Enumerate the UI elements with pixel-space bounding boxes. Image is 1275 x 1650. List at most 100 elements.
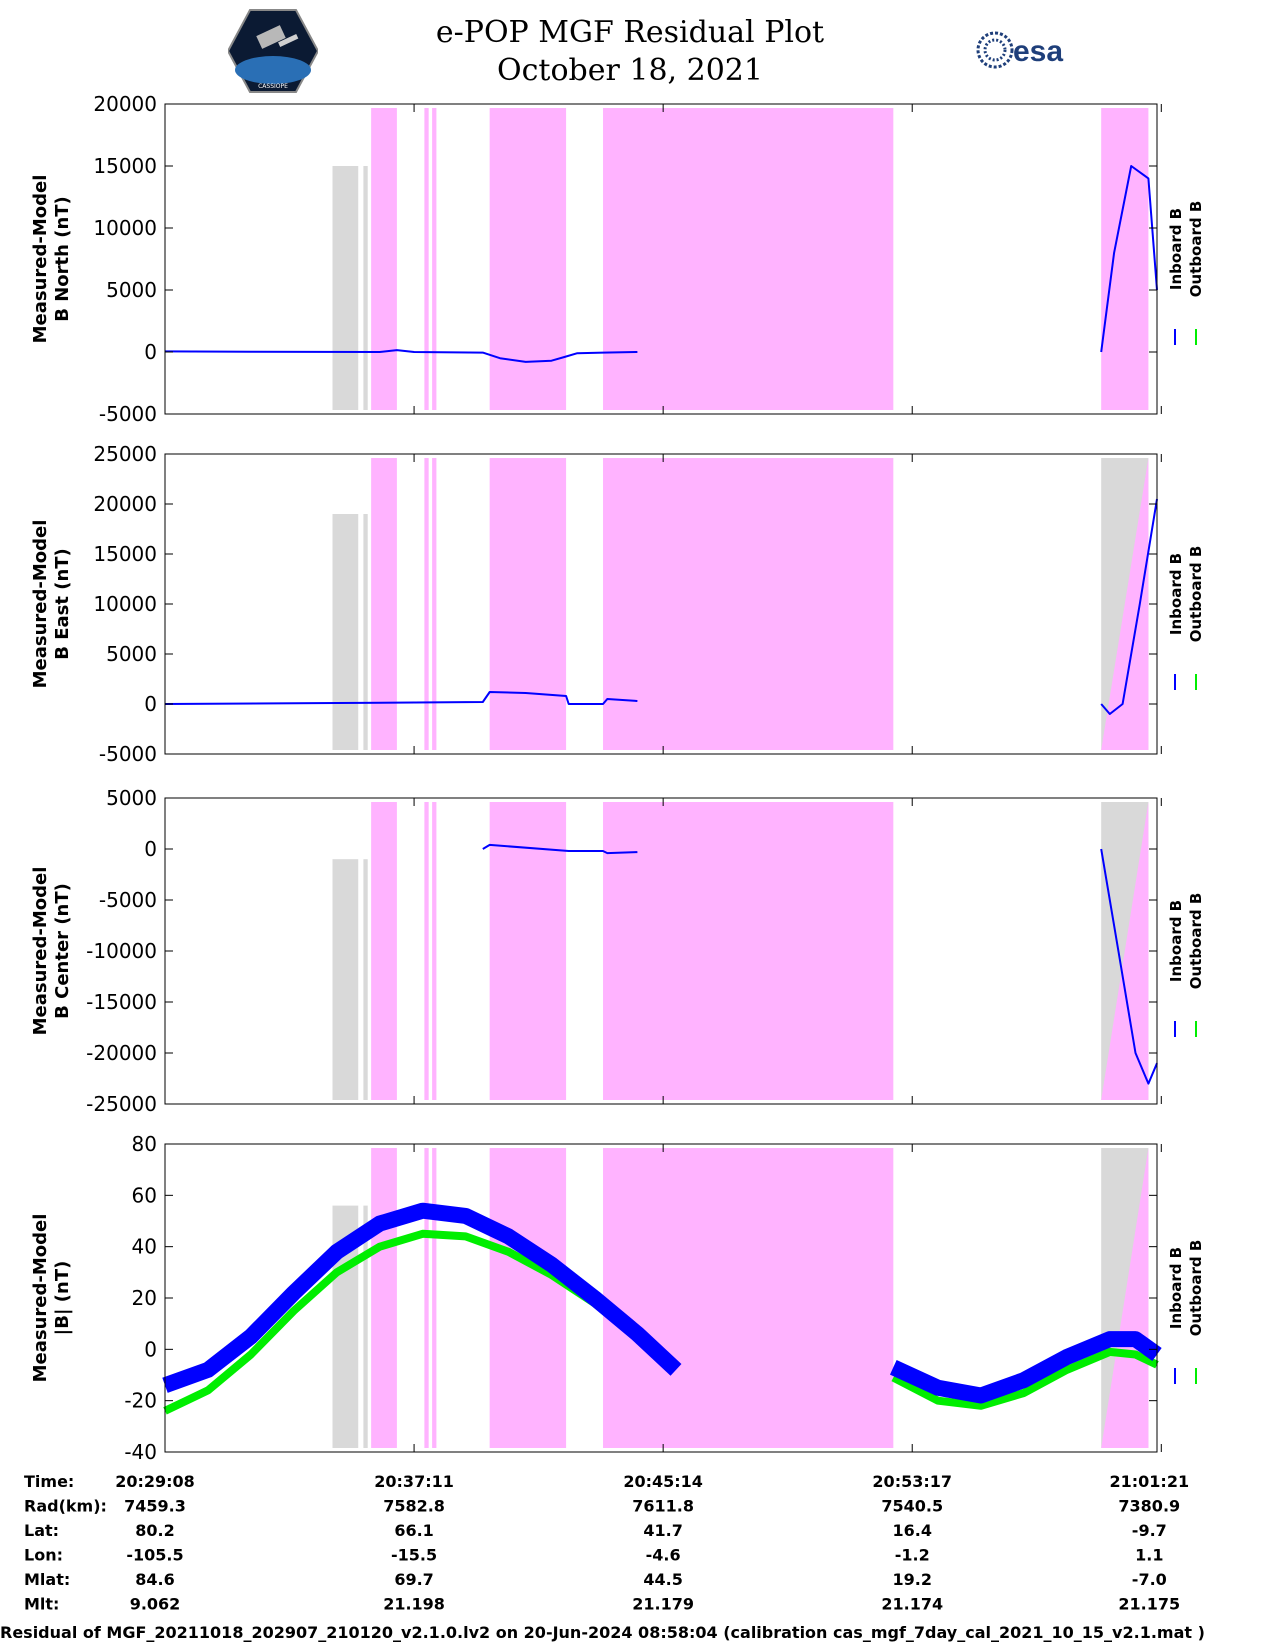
y-tick-label: 20 bbox=[132, 1286, 157, 1310]
pink-shade-2 bbox=[424, 458, 429, 750]
ephemeris-value: 7582.8 bbox=[383, 1497, 445, 1516]
ephemeris-label: Rad(km): bbox=[24, 1497, 107, 1516]
ephemeris-value: 20:37:11 bbox=[374, 1472, 454, 1491]
gray-shade-1 bbox=[332, 859, 359, 1100]
pink-shade-3 bbox=[432, 802, 437, 1100]
y-axis-label-line1: Measured-Model bbox=[30, 867, 51, 1036]
title-block: e-POP MGF Residual Plot October 18, 2021 bbox=[400, 14, 860, 90]
ephemeris-value: 1.1 bbox=[1135, 1546, 1163, 1565]
ephemeris-value: -105.5 bbox=[126, 1546, 183, 1565]
ephemeris-value: 21.198 bbox=[383, 1595, 445, 1614]
ephemeris-value: 20:29:08 bbox=[115, 1472, 195, 1491]
ephemeris-label: Lat: bbox=[24, 1521, 59, 1540]
y-tick-label: -40 bbox=[124, 1440, 157, 1464]
ephemeris-value: 16.4 bbox=[892, 1521, 931, 1540]
pink-shade-1 bbox=[371, 1148, 397, 1448]
pink-shade-4 bbox=[489, 1148, 567, 1448]
panel-3: -25000 -20000 -15000 -10000 -5000 0 5000 Measur… bbox=[30, 786, 1205, 1116]
pink-shade-3 bbox=[432, 108, 437, 410]
ephemeris-label: Lon: bbox=[24, 1546, 63, 1565]
y-axis-label-line1: Measured-Model bbox=[30, 175, 51, 344]
chart-date: October 18, 2021 bbox=[497, 53, 763, 88]
inboard-line-3 bbox=[1100, 498, 1158, 715]
y-tick-label: -5000 bbox=[99, 888, 157, 912]
cassiope-logo: CASSIOPE bbox=[228, 9, 318, 93]
pink-shade-5 bbox=[603, 108, 894, 410]
ephemeris-value: 66.1 bbox=[394, 1521, 433, 1540]
gray-shade-1 bbox=[332, 166, 359, 410]
pink-shade-5 bbox=[603, 1148, 894, 1448]
ephemeris-value: 7611.8 bbox=[632, 1497, 694, 1516]
pink-shade-4 bbox=[489, 108, 567, 410]
y-tick-label: 5000 bbox=[106, 278, 157, 302]
ephemeris-value: 19.2 bbox=[892, 1570, 931, 1589]
ephemeris-label: Mlt: bbox=[24, 1595, 59, 1614]
ephemeris-value: 20:53:17 bbox=[872, 1472, 952, 1491]
pink-shade-4 bbox=[489, 802, 567, 1100]
legend: Inboard B Outboard B bbox=[1167, 1240, 1205, 1384]
y-tick-label: -20000 bbox=[86, 1041, 157, 1065]
inboard-line-2 bbox=[482, 843, 638, 855]
pink-shade-2 bbox=[424, 802, 429, 1100]
y-axis-label: Measured-ModelB North (nT) bbox=[30, 175, 73, 344]
ephemeris-value: 7459.3 bbox=[124, 1497, 186, 1516]
gray-shade-2 bbox=[363, 859, 368, 1100]
ephemeris-value: -1.2 bbox=[895, 1546, 930, 1565]
y-tick-label: 0 bbox=[144, 837, 157, 861]
ephemeris-value: 21.174 bbox=[881, 1595, 943, 1614]
legend: Inboard B Outboard B bbox=[1167, 893, 1205, 1037]
inboard-line-3 bbox=[1100, 165, 1158, 353]
y-axis-label-line1: Measured-Model bbox=[30, 520, 51, 689]
y-tick-label: 20000 bbox=[93, 492, 157, 516]
y-axis-label-line1: Measured-Model bbox=[30, 1214, 51, 1383]
ephemeris-value: 44.5 bbox=[643, 1570, 682, 1589]
inboard-line-1 bbox=[164, 691, 638, 705]
ephemeris-value: -7.0 bbox=[1132, 1570, 1167, 1589]
y-tick-label: 5000 bbox=[106, 786, 157, 810]
esa-logo: esa bbox=[976, 31, 1063, 69]
ephemeris-value: 21:01:21 bbox=[1109, 1472, 1189, 1491]
ephemeris-label: Mlat: bbox=[24, 1570, 70, 1589]
ephemeris-value: -9.7 bbox=[1132, 1521, 1167, 1540]
pink-shade-6 bbox=[1101, 458, 1149, 750]
ephemeris-value: 80.2 bbox=[135, 1521, 174, 1540]
ephemeris-value: 69.7 bbox=[394, 1570, 433, 1589]
y-tick-label: -20 bbox=[124, 1389, 157, 1413]
y-tick-label: 80 bbox=[132, 1132, 157, 1156]
ephemeris-value: 21.179 bbox=[632, 1595, 694, 1614]
ephemeris-value: 7540.5 bbox=[881, 1497, 943, 1516]
pink-shade-5 bbox=[603, 458, 894, 750]
ephemeris-value: 84.6 bbox=[135, 1570, 174, 1589]
footer-caption: Residual of MGF_20211018_202907_210120_v… bbox=[0, 1623, 1205, 1642]
ephemeris-value: 20:45:14 bbox=[623, 1472, 703, 1491]
plot-frame bbox=[164, 103, 1158, 415]
pink-shade-6 bbox=[1101, 1148, 1149, 1448]
pink-shade-1 bbox=[371, 108, 397, 410]
y-tick-label: 60 bbox=[132, 1183, 157, 1207]
legend-outboard-label: Outboard B bbox=[1187, 201, 1205, 298]
legend-inboard-label: Inboard B bbox=[1167, 553, 1185, 635]
legend-outboard-label: Outboard B bbox=[1187, 546, 1205, 643]
y-tick-label: 10000 bbox=[93, 216, 157, 240]
legend: Inboard B Outboard B bbox=[1167, 546, 1205, 690]
y-tick-label: 10000 bbox=[93, 592, 157, 616]
gray-shade-2 bbox=[363, 514, 368, 750]
ephemeris-value: 21.175 bbox=[1118, 1595, 1180, 1614]
panel-4: -40 -20 0 20 40 60 80 Measured-Model|B| (nT) Inb… bbox=[30, 1132, 1205, 1464]
y-tick-label: 0 bbox=[144, 340, 157, 364]
outboard-line-2 bbox=[891, 1347, 1159, 1410]
y-tick-label: -15000 bbox=[86, 990, 157, 1014]
y-tick-label: -10000 bbox=[86, 939, 157, 963]
y-axis-label: Measured-ModelB Center (nT) bbox=[30, 867, 73, 1036]
panel-1: -5000 0 5000 10000 15000 20000 Measured-ModelB… bbox=[30, 92, 1205, 426]
legend: Inboard B Outboard B bbox=[1167, 201, 1205, 345]
y-tick-label: 5000 bbox=[106, 642, 157, 666]
ephemeris-value: -15.5 bbox=[391, 1546, 437, 1565]
y-tick-label: 20000 bbox=[93, 92, 157, 116]
inboard-line-1 bbox=[164, 349, 638, 363]
legend-inboard-label: Inboard B bbox=[1167, 208, 1185, 290]
legend-inboard-label: Inboard B bbox=[1167, 1247, 1185, 1329]
gray-shade-2 bbox=[363, 166, 368, 410]
inboard-line-2 bbox=[889, 1331, 1162, 1404]
inboard-line-1 bbox=[162, 1202, 682, 1393]
